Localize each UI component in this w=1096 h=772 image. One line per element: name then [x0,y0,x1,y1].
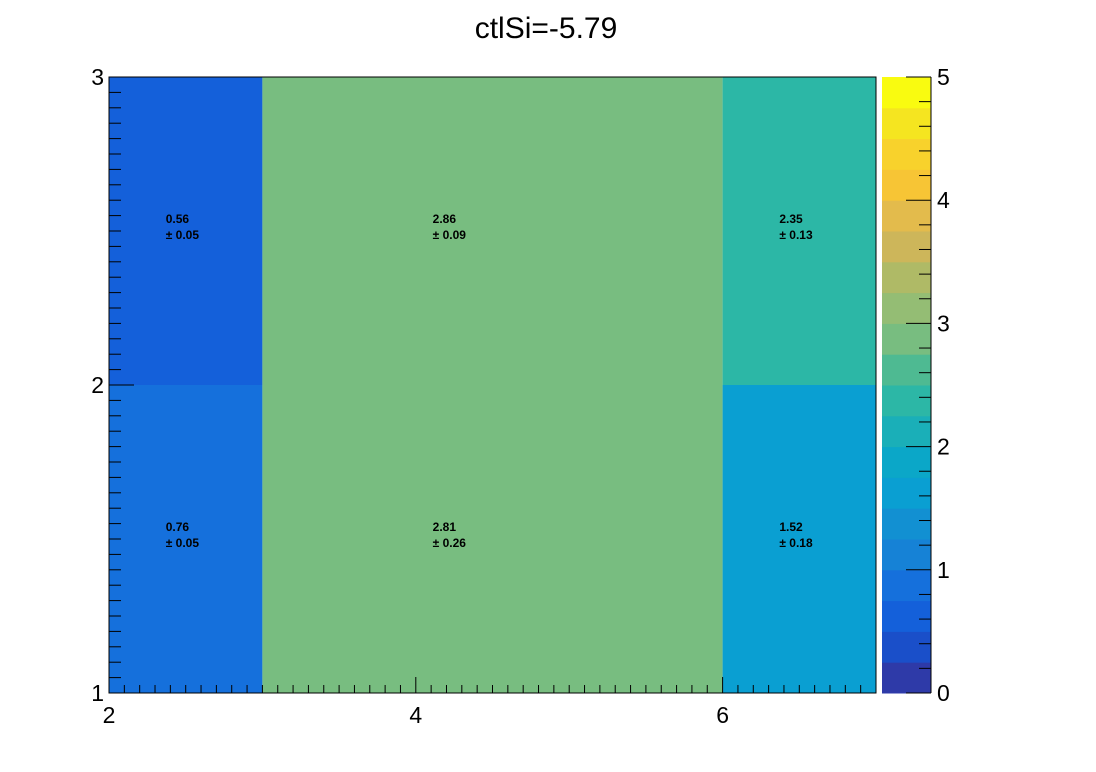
colorbar-tick-label: 1 [937,557,950,583]
colorbar: 0 1 2 3 4 5 [882,64,950,706]
cell-error-label: ± 0.18 [779,536,813,550]
colorbar-segment [882,508,931,540]
cell-value-label: 2.81 [433,520,457,534]
heatmap-cell [109,385,263,693]
colorbar-segment [882,477,931,509]
colorbar-segment [882,354,931,386]
colorbar-segment [882,261,931,294]
colorbar-segment [882,169,931,201]
x-tick-label: 2 [103,702,116,728]
heatmap-cell [109,77,263,385]
heatmap-cell [262,385,723,693]
colorbar-segment [882,446,931,478]
x-tick-label: 4 [409,702,422,728]
cell-error-label: ± 0.09 [433,228,467,242]
cell-value-label: 2.35 [779,212,803,226]
colorbar-tick-label: 5 [937,64,950,90]
cell-labels: 0.56 ± 0.05 2.86 ± 0.09 2.35 ± 0.13 0.76 ± 0.05… [166,212,813,550]
cell-error-label: ± 0.05 [166,536,200,550]
cell-value-label: 1.52 [779,520,803,534]
heatmap-cell [722,77,876,385]
colorbar-segment [882,200,931,232]
y-tick-label: 2 [91,372,104,398]
cell-value-label: 0.56 [166,212,190,226]
colorbar-segment [882,385,931,417]
colorbar-segment [882,138,931,170]
colorbar-tick-label: 3 [937,310,950,336]
colorbar-segment [882,600,931,632]
chart-title: ctlSi=-5.79 [475,12,618,45]
heatmap-cell [722,385,876,693]
cell-error-label: ± 0.05 [166,228,200,242]
heatmap-cells [109,77,876,693]
colorbar-segment [882,539,931,571]
y-tick-label: 3 [91,64,104,90]
colorbar-segment [882,662,931,694]
colorbar-segment [882,77,931,109]
cell-value-label: 2.86 [433,212,457,226]
colorbar-segment [882,107,931,140]
colorbar-tick-label: 4 [937,187,950,213]
colorbar-segment [882,631,931,663]
colorbar-segment [882,569,931,602]
cell-value-label: 0.76 [166,520,190,534]
colorbar-tick-label: 0 [937,680,950,706]
y-tick-label: 1 [91,680,104,706]
colorbar-tick-label: 2 [937,434,950,460]
cell-error-label: ± 0.26 [433,536,467,550]
colorbar-segment [882,231,931,263]
x-tick-label: 6 [716,702,729,728]
heatmap-cell [262,77,723,385]
colorbar-segment [882,323,931,355]
cell-error-label: ± 0.13 [779,228,813,242]
colorbar-segment [882,292,931,324]
colorbar-segment [882,415,931,448]
